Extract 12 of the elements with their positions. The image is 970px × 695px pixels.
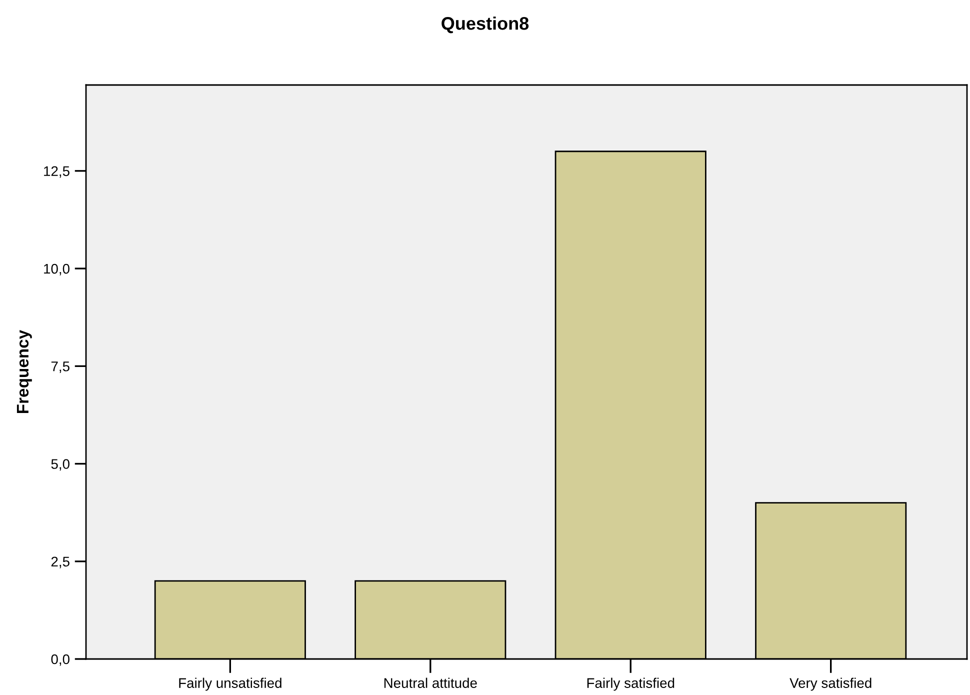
y-tick-label: 10,0 bbox=[44, 264, 70, 276]
y-tick-label: 0,0 bbox=[51, 654, 70, 666]
chart-title: Question8 bbox=[442, 16, 529, 34]
y-tick-label: 2,5 bbox=[51, 556, 70, 568]
x-tick-label: Very satisfied bbox=[790, 678, 872, 691]
x-tick-label: Fairly unsatisfied bbox=[179, 678, 282, 691]
x-tick-label: Neutral attitude bbox=[384, 678, 477, 688]
y-tick-label: 7,5 bbox=[51, 362, 70, 373]
y-axis-title: Frequency bbox=[16, 330, 32, 414]
x-tick-label: Fairly satisfied bbox=[587, 678, 674, 691]
y-tick-label: 12,5 bbox=[44, 166, 70, 178]
y-tick-label: 5,0 bbox=[51, 459, 70, 471]
